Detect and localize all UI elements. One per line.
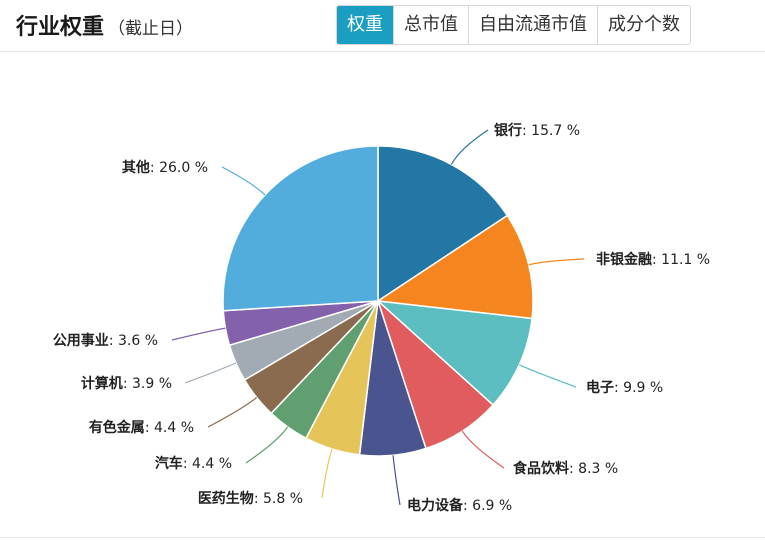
tab-total-market-cap[interactable]: 总市值 bbox=[393, 6, 468, 44]
leader-line-slice-8 bbox=[207, 397, 258, 428]
leader-line-slice-9 bbox=[184, 362, 237, 384]
leader-line-slice-10 bbox=[171, 327, 226, 341]
leader-line-slice-6 bbox=[321, 448, 333, 499]
slice-label-name: 食品饮料 bbox=[513, 460, 569, 477]
tab-weight[interactable]: 权重 bbox=[337, 6, 393, 44]
slice-label-value: : 6.9 % bbox=[463, 498, 512, 514]
slice-label-value: : 3.6 % bbox=[109, 333, 158, 349]
slice-label-name: 公用事业 bbox=[53, 332, 109, 349]
title-text: 行业权重 bbox=[16, 15, 105, 40]
slice-label-value: : 26.0 % bbox=[150, 160, 208, 176]
leader-line-slice-2 bbox=[528, 258, 585, 266]
slice-label-slice-3: 电子: 9.9 % bbox=[586, 379, 663, 396]
pie-slice-11[interactable] bbox=[222, 145, 379, 312]
slice-label-name: 银行 bbox=[494, 122, 522, 139]
slice-label-slice-6: 医药生物: 5.8 % bbox=[198, 490, 303, 507]
leader-line-slice-1 bbox=[450, 129, 489, 165]
pie-slice-3[interactable] bbox=[375, 299, 533, 407]
header-divider bbox=[0, 51, 765, 52]
slice-label-value: : 9.9 % bbox=[614, 380, 663, 396]
slice-label-slice-9: 计算机: 3.9 % bbox=[81, 375, 172, 392]
header: 行业权重 （截止日） 权重 总市值 自由流通市值 成分个数 bbox=[0, 0, 765, 52]
leader-line-slice-11 bbox=[221, 166, 266, 196]
leader-line-slice-4 bbox=[461, 430, 505, 469]
slice-label-value: : 15.7 % bbox=[522, 123, 580, 139]
slice-label-slice-10: 公用事业: 3.6 % bbox=[53, 332, 158, 349]
slice-label-slice-1: 银行: 15.7 % bbox=[494, 122, 580, 139]
slice-label-slice-5: 电力设备: 6.9 % bbox=[407, 497, 512, 514]
industry-weight-pie-chart: 银行: 15.7 % 非银金融: 11.1 % 电子: 9.9 % 食品饮料: 8.3… bbox=[53, 122, 710, 514]
slice-label-name: 医药生物 bbox=[198, 490, 254, 507]
metric-tabs: 权重 总市值 自由流通市值 成分个数 bbox=[336, 5, 691, 45]
slice-label-slice-7: 汽车: 4.4 % bbox=[155, 455, 232, 472]
slice-label-name: 非银金融 bbox=[596, 251, 652, 268]
slice-label-value: : 5.8 % bbox=[254, 491, 303, 507]
pie-slice-1[interactable] bbox=[377, 145, 509, 303]
slice-label-slice-11: 其他: 26.0 % bbox=[122, 159, 208, 176]
slice-label-slice-2: 非银金融: 11.1 % bbox=[596, 251, 710, 268]
pie-slice-2[interactable] bbox=[375, 214, 534, 320]
slice-label-name: 有色金属 bbox=[89, 419, 145, 436]
leader-line-slice-5 bbox=[392, 455, 401, 506]
slice-label-value: : 8.3 % bbox=[569, 461, 618, 477]
leader-line-slice-3 bbox=[519, 364, 577, 388]
page-title: 行业权重 （截止日） bbox=[16, 9, 193, 41]
slice-label-value: : 4.4 % bbox=[145, 420, 194, 436]
leader-line-slice-7 bbox=[245, 426, 289, 464]
slice-label-value: : 4.4 % bbox=[183, 456, 232, 472]
slice-label-value: : 11.1 % bbox=[652, 252, 710, 268]
slice-label-slice-8: 有色金属: 4.4 % bbox=[89, 419, 194, 436]
slice-label-name: 其他 bbox=[122, 159, 150, 176]
tab-constituent-count[interactable]: 成分个数 bbox=[597, 6, 690, 44]
slice-label-name: 电力设备 bbox=[407, 497, 464, 514]
title-subtitle: （截止日） bbox=[108, 19, 194, 39]
slice-label-name: 计算机 bbox=[81, 375, 123, 392]
bottom-divider bbox=[0, 537, 765, 538]
slice-label-name: 汽车 bbox=[155, 455, 183, 472]
slice-label-slice-4: 食品饮料: 8.3 % bbox=[513, 460, 618, 477]
slice-label-name: 电子 bbox=[586, 379, 614, 396]
slice-label-value: : 3.9 % bbox=[123, 376, 172, 392]
tab-free-float-market-cap[interactable]: 自由流通市值 bbox=[468, 6, 597, 44]
